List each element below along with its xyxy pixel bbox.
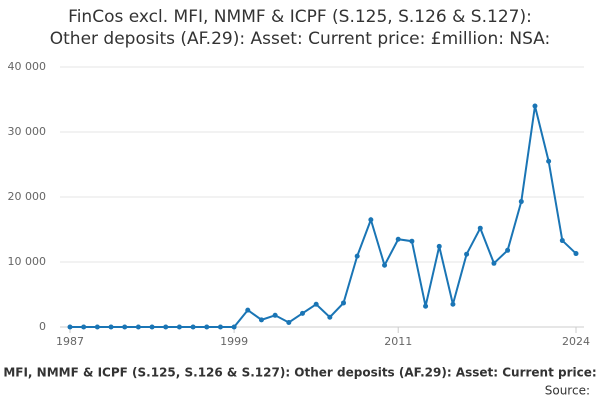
point	[190, 324, 196, 330]
chart-title: Other deposits (AF.29): Asset: Current p…	[50, 29, 550, 49]
point	[217, 324, 223, 330]
point	[67, 324, 73, 330]
point	[258, 317, 264, 323]
y-tick-label: 30 000	[8, 125, 47, 138]
y-tick-label: 20 000	[8, 190, 47, 203]
x-tick-label: 2024	[562, 335, 590, 348]
point	[409, 238, 415, 244]
point	[368, 217, 374, 223]
point	[94, 324, 100, 330]
point	[245, 307, 251, 313]
y-tick-label: 40 000	[8, 60, 47, 73]
point	[382, 262, 388, 268]
point	[81, 324, 87, 330]
point	[313, 301, 319, 307]
point	[505, 247, 511, 253]
x-tick-label: 1987	[56, 335, 84, 348]
point	[395, 236, 401, 242]
point	[204, 324, 210, 330]
x-tick-label: 2011	[384, 335, 412, 348]
source: Source:	[545, 384, 590, 398]
point	[559, 238, 565, 244]
y-tick-label: 0	[39, 320, 46, 333]
point	[450, 301, 456, 307]
y-tick-label: 10 000	[8, 255, 47, 268]
x-tick-label: 1999	[220, 335, 248, 348]
legend-entry: MFI, NMMF & ICPF (S.125, S.126 & S.127):…	[3, 366, 596, 380]
point	[122, 324, 128, 330]
point	[546, 158, 552, 164]
point	[135, 324, 141, 330]
point	[423, 303, 429, 309]
point	[231, 324, 237, 330]
point	[464, 251, 470, 257]
point	[354, 253, 360, 259]
line	[70, 105, 577, 328]
point	[341, 300, 347, 306]
point	[286, 319, 292, 325]
point	[299, 310, 305, 316]
point	[573, 251, 579, 257]
point	[272, 312, 278, 318]
point	[163, 324, 169, 330]
point	[436, 243, 442, 249]
point	[477, 225, 483, 231]
point	[108, 324, 114, 330]
chart-title: FinCos excl. MFI, NMMF & ICPF (S.125, S.…	[68, 7, 532, 27]
point	[491, 260, 497, 266]
point	[518, 199, 524, 205]
point	[532, 103, 538, 109]
point	[149, 324, 155, 330]
point	[327, 314, 333, 320]
point	[176, 324, 182, 330]
